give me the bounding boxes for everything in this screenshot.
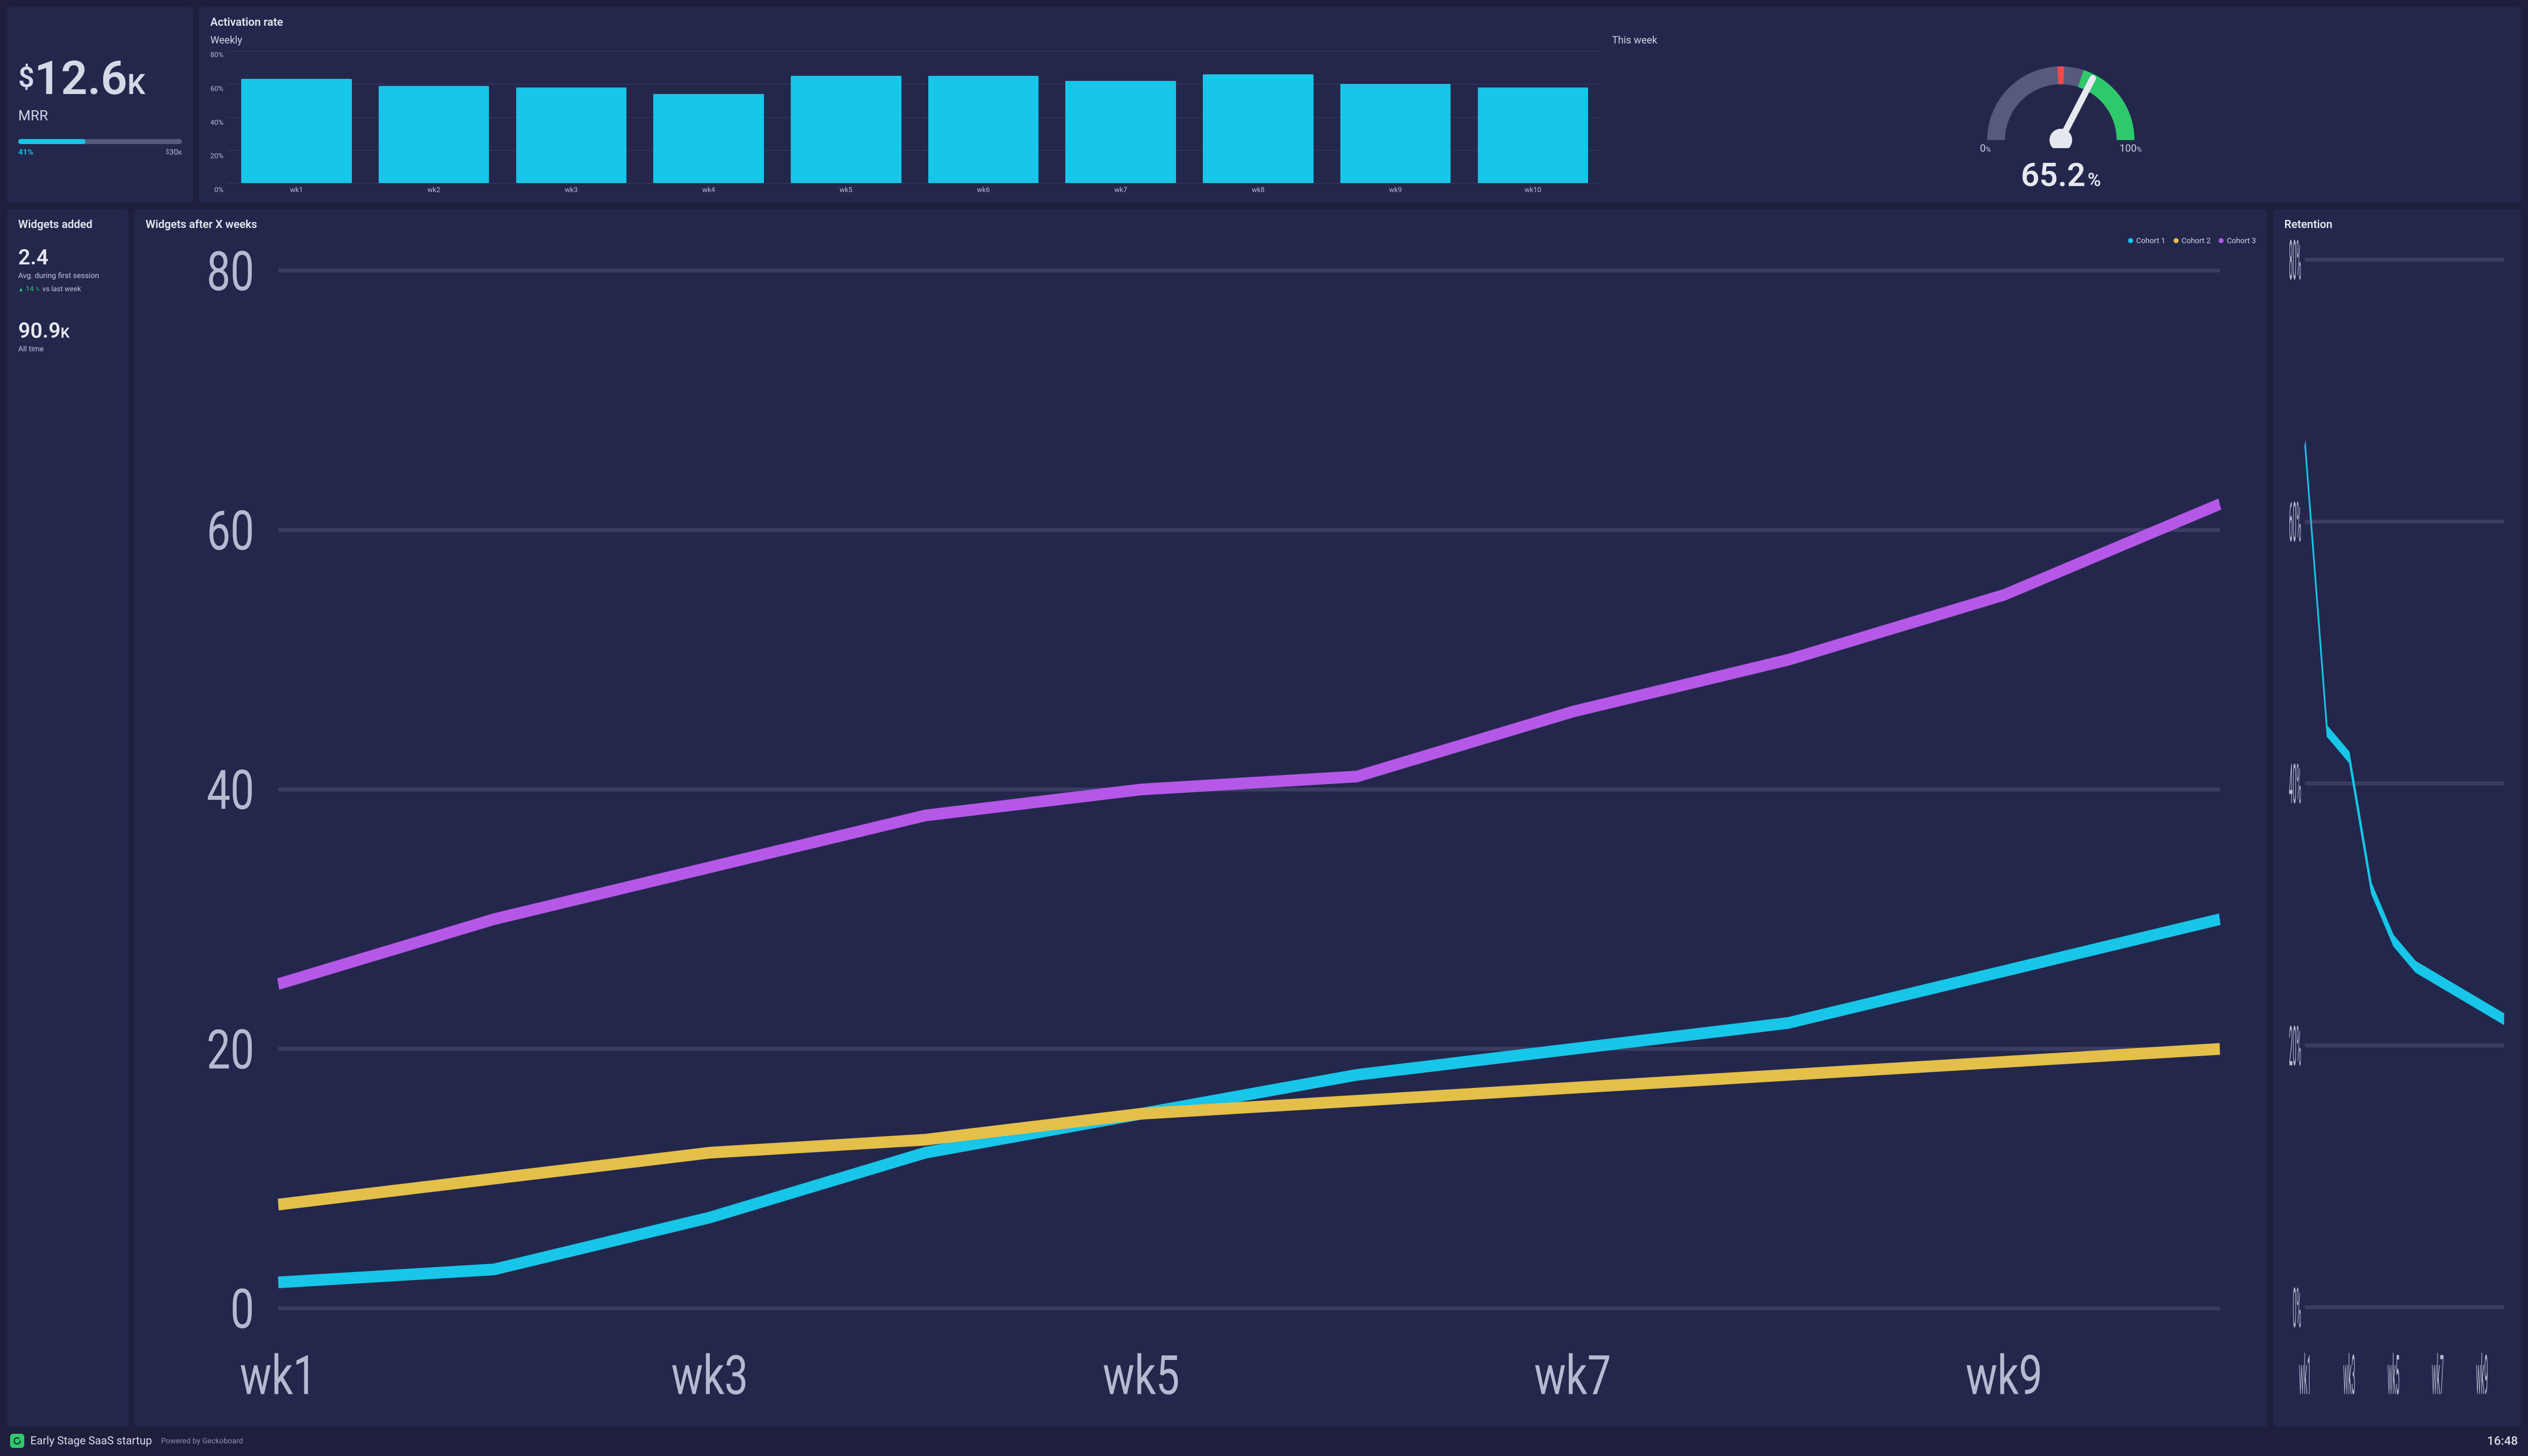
svg-text:40%: 40% xyxy=(2289,752,2301,817)
cohorts-chart: 0 20 40 60 80 wk1 wk3 wk5 wk7 wk9 xyxy=(146,247,2256,1418)
retention-chart: 0% 20% 40% 60% 80% wk1 wk3 wk5 wk7 wk9 xyxy=(2284,236,2510,1418)
gauge-min-label: 0% xyxy=(1980,142,1991,154)
svg-text:wk3: wk3 xyxy=(2343,1343,2356,1407)
bar xyxy=(928,76,1039,183)
gauge: 0% 100% 65.2% xyxy=(1612,51,2510,194)
footer-powered-by: Powered by Geckoboard xyxy=(161,1436,243,1445)
mrr-label: MRR xyxy=(18,107,182,124)
svg-text:wk5: wk5 xyxy=(2387,1343,2400,1407)
svg-text:wk7: wk7 xyxy=(2432,1343,2444,1407)
mrr-card: $12.6K MRR 41% $30K xyxy=(7,7,193,203)
activation-title: Activation rate xyxy=(210,16,2510,29)
activation-card: Activation rate Weekly 80%60%40%20%0% wk… xyxy=(199,7,2521,203)
bar xyxy=(653,94,763,183)
bar xyxy=(241,79,351,183)
footer: Early Stage SaaS startup Powered by Geck… xyxy=(7,1427,2521,1449)
widgets-added-title: Widgets added xyxy=(18,218,117,231)
svg-text:60: 60 xyxy=(207,498,254,563)
svg-text:wk9: wk9 xyxy=(2476,1343,2488,1407)
widgets-added-card: Widgets added 2.4 Avg. during first sess… xyxy=(7,209,128,1427)
legend-item: Cohort 1 xyxy=(2128,236,2165,245)
svg-text:20: 20 xyxy=(207,1018,254,1082)
mrr-goal: $30K xyxy=(166,147,182,157)
gauge-max-label: 100% xyxy=(2119,142,2142,154)
bar xyxy=(791,76,901,183)
bar-y-axis: 80%60%40%20%0% xyxy=(210,51,228,194)
bar xyxy=(379,86,489,183)
cohorts-legend: Cohort 1 Cohort 2 Cohort 3 xyxy=(146,236,2256,245)
svg-text:40: 40 xyxy=(207,758,254,823)
bar-plot xyxy=(228,51,1602,183)
cohorts-title: Widgets after X weeks xyxy=(146,218,2256,231)
bar xyxy=(1203,74,1313,183)
widgets-avg-value: 2.4 xyxy=(18,245,117,270)
bar xyxy=(1065,81,1176,183)
widgets-delta: ▲ 14% vs last week xyxy=(18,285,117,293)
activation-weekly-subtitle: Weekly xyxy=(210,34,1602,46)
mrr-value: $12.6K xyxy=(18,56,182,102)
mrr-progress-fill xyxy=(18,139,85,144)
svg-text:wk9: wk9 xyxy=(1966,1343,2043,1408)
svg-text:80: 80 xyxy=(207,247,254,304)
mrr-progress xyxy=(18,139,182,144)
activation-gauge-subtitle: This week xyxy=(1612,34,2510,46)
cohorts-card: Widgets after X weeks Cohort 1Cohort 2Co… xyxy=(134,209,2267,1427)
mrr-prefix: $ xyxy=(18,61,34,94)
bar xyxy=(1340,84,1451,183)
gauge-value: 65.2% xyxy=(2021,156,2101,194)
svg-text:wk1: wk1 xyxy=(240,1343,317,1408)
bar xyxy=(1478,87,1588,183)
gauge-svg xyxy=(1980,51,2142,148)
footer-title: Early Stage SaaS startup xyxy=(30,1435,152,1447)
mrr-number: 12.6 xyxy=(34,52,127,106)
widgets-avg-label: Avg. during first session xyxy=(18,271,117,280)
geckoboard-logo-icon xyxy=(10,1434,24,1448)
svg-text:0: 0 xyxy=(231,1277,254,1342)
svg-text:wk7: wk7 xyxy=(1534,1343,1611,1408)
bar xyxy=(516,87,626,183)
svg-text:wk5: wk5 xyxy=(1103,1343,1180,1408)
bar-x-axis: wk1wk2wk3wk4wk5wk6wk7wk8wk9wk10 xyxy=(228,183,1602,194)
retention-title: Retention xyxy=(2284,218,2510,231)
svg-text:wk1: wk1 xyxy=(2299,1343,2311,1407)
svg-text:80%: 80% xyxy=(2289,236,2301,293)
svg-text:20%: 20% xyxy=(2289,1014,2301,1079)
legend-item: Cohort 3 xyxy=(2219,236,2256,245)
svg-text:wk3: wk3 xyxy=(671,1343,748,1408)
mrr-suffix: K xyxy=(127,68,146,101)
widgets-alltime-label: All time xyxy=(18,344,117,353)
footer-time: 16:48 xyxy=(2487,1434,2518,1448)
activation-bar-chart: 80%60%40%20%0% wk1wk2wk3wk4wk5wk6wk7wk8w… xyxy=(210,51,1602,194)
svg-text:0%: 0% xyxy=(2293,1276,2301,1341)
legend-item: Cohort 2 xyxy=(2174,236,2211,245)
widgets-alltime-value: 90.9K xyxy=(18,318,117,343)
mrr-progress-pct: 41% xyxy=(18,147,33,157)
retention-card: Retention 0% 20% 40% 60% 80% wk1 wk3 wk5 wk7 wk9 xyxy=(2273,209,2521,1427)
triangle-up-icon: ▲ xyxy=(18,286,24,293)
svg-text:60%: 60% xyxy=(2289,490,2301,555)
